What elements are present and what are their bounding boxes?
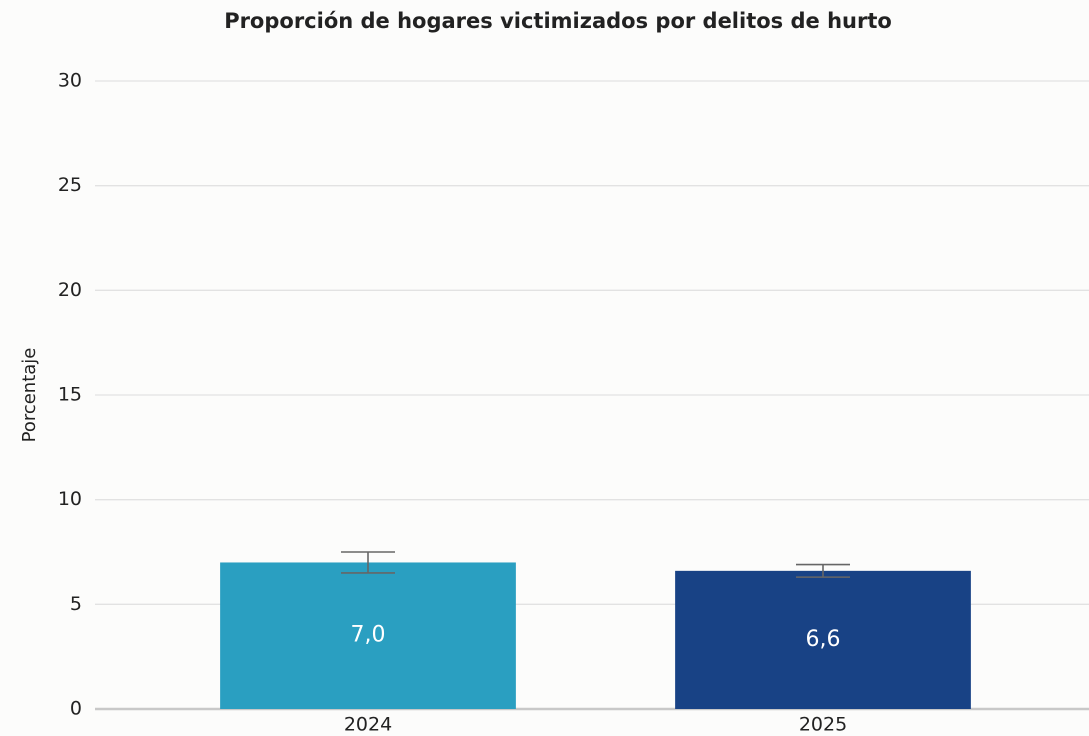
bar [220, 562, 516, 709]
y-axis-label: Porcentaje [19, 348, 40, 443]
x-tick-label: 2024 [344, 714, 392, 736]
y-tick-label: 10 [58, 488, 82, 510]
y-tick-label: 30 [58, 70, 82, 92]
y-tick-label: 20 [58, 279, 82, 301]
y-tick-label: 5 [70, 593, 82, 615]
y-tick-label: 25 [58, 174, 82, 196]
bar [675, 570, 971, 709]
value-label: 6,6 [806, 627, 841, 652]
value-label: 7,0 [351, 623, 386, 648]
chart-title: Proporción de hogares victimizados por d… [224, 9, 892, 33]
x-tick-label: 2025 [799, 714, 847, 736]
y-tick-label: 15 [58, 384, 82, 406]
y-tick-label: 0 [70, 698, 82, 720]
